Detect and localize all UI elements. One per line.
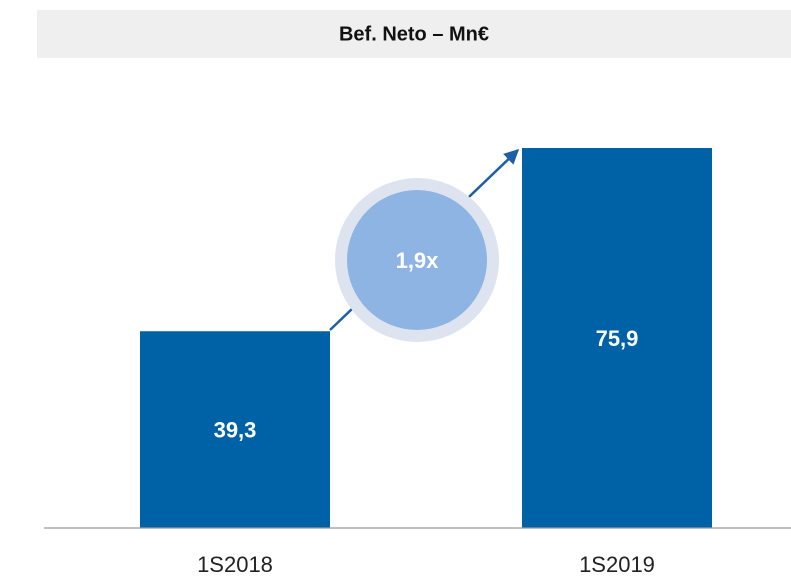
annotation-label: 1,9x [396, 248, 440, 273]
bar [522, 148, 712, 528]
chart-title: Bef. Neto – Mn€ [339, 23, 489, 45]
title-band [37, 10, 791, 58]
x-tick-label: 1S2018 [197, 552, 273, 577]
x-tick-label: 1S2019 [579, 552, 655, 577]
bar [140, 331, 330, 528]
value-label: 75,9 [596, 326, 639, 351]
annotation-circle [347, 190, 487, 330]
value-label: 39,3 [214, 417, 257, 442]
